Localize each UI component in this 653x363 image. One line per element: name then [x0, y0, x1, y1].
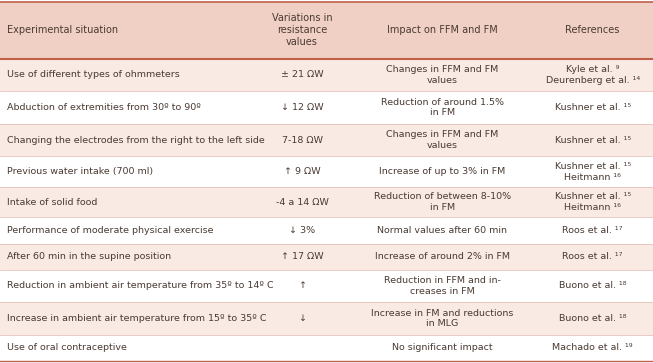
Text: Reduction of between 8-10%
in FM: Reduction of between 8-10% in FM [374, 192, 511, 212]
Bar [0, 244, 653, 270]
Text: Variations in
resistance
values: Variations in resistance values [272, 13, 332, 47]
Text: Machado et al. ¹⁹: Machado et al. ¹⁹ [552, 343, 633, 352]
Bar [0, 270, 653, 302]
Text: ↓ 12 ΩW: ↓ 12 ΩW [281, 103, 323, 112]
Text: ± 21 ΩW: ± 21 ΩW [281, 70, 323, 79]
Text: Changes in FFM and FM
values: Changes in FFM and FM values [387, 130, 498, 150]
Text: ↑: ↑ [298, 281, 306, 290]
Text: Kushner et al. ¹⁵: Kushner et al. ¹⁵ [554, 103, 631, 112]
Text: Impact on FFM and FM: Impact on FFM and FM [387, 25, 498, 35]
Bar [0, 302, 653, 335]
Text: Kushner et al. ¹⁵: Kushner et al. ¹⁵ [554, 136, 631, 145]
Text: Kushner et al. ¹⁵
Heitmann ¹⁶: Kushner et al. ¹⁵ Heitmann ¹⁶ [554, 192, 631, 212]
Text: ↓: ↓ [298, 314, 306, 323]
Bar [0, 124, 653, 156]
Text: Reduction in ambient air temperature from 35º to 14º C: Reduction in ambient air temperature fro… [7, 281, 273, 290]
Text: Increase of around 2% in FM: Increase of around 2% in FM [375, 252, 510, 261]
Text: Performance of moderate physical exercise: Performance of moderate physical exercis… [7, 226, 213, 235]
Bar [0, 58, 653, 91]
Text: After 60 min in the supine position: After 60 min in the supine position [7, 252, 170, 261]
Text: Roos et al. ¹⁷: Roos et al. ¹⁷ [562, 226, 623, 235]
Text: Changes in FFM and FM
values: Changes in FFM and FM values [387, 65, 498, 85]
Text: Buono et al. ¹⁸: Buono et al. ¹⁸ [559, 281, 626, 290]
Text: Use of oral contraceptive: Use of oral contraceptive [7, 343, 127, 352]
Text: Kyle et al. ⁹
Deurenberg et al. ¹⁴: Kyle et al. ⁹ Deurenberg et al. ¹⁴ [545, 65, 640, 85]
Text: 7-18 ΩW: 7-18 ΩW [281, 136, 323, 145]
Text: Buono et al. ¹⁸: Buono et al. ¹⁸ [559, 314, 626, 323]
Text: Kushner et al. ¹⁵
Heitmann ¹⁶: Kushner et al. ¹⁵ Heitmann ¹⁶ [554, 162, 631, 182]
Text: Reduction in FFM and in-
creases in FM: Reduction in FFM and in- creases in FM [384, 276, 501, 296]
Text: Increase in ambient air temperature from 15º to 35º C: Increase in ambient air temperature from… [7, 314, 266, 323]
Bar [0, 335, 653, 361]
Text: Abduction of extremities from 30º to 90º: Abduction of extremities from 30º to 90º [7, 103, 200, 112]
Text: Experimental situation: Experimental situation [7, 25, 118, 35]
Text: Previous water intake (700 ml): Previous water intake (700 ml) [7, 167, 153, 176]
Text: No significant impact: No significant impact [392, 343, 493, 352]
Text: Roos et al. ¹⁷: Roos et al. ¹⁷ [562, 252, 623, 261]
Text: ↑ 17 ΩW: ↑ 17 ΩW [281, 252, 323, 261]
Text: Reduction of around 1.5%
in FM: Reduction of around 1.5% in FM [381, 98, 504, 117]
Text: Intake of solid food: Intake of solid food [7, 198, 97, 207]
Text: Use of different types of ohmmeters: Use of different types of ohmmeters [7, 70, 180, 79]
Text: Increase of up to 3% in FM: Increase of up to 3% in FM [379, 167, 505, 176]
Bar [0, 91, 653, 124]
Text: Normal values after 60 min: Normal values after 60 min [377, 226, 507, 235]
Text: Increase in FM and reductions
in MLG: Increase in FM and reductions in MLG [371, 309, 514, 329]
Text: References: References [565, 25, 620, 35]
Bar [0, 187, 653, 217]
Bar [0, 2, 653, 58]
Text: ↑ 9 ΩW: ↑ 9 ΩW [283, 167, 321, 176]
Bar [0, 217, 653, 244]
Bar [0, 156, 653, 187]
Text: -4 a 14 ΩW: -4 a 14 ΩW [276, 198, 328, 207]
Text: Changing the electrodes from the right to the left side: Changing the electrodes from the right t… [7, 136, 264, 145]
Text: ↓ 3%: ↓ 3% [289, 226, 315, 235]
